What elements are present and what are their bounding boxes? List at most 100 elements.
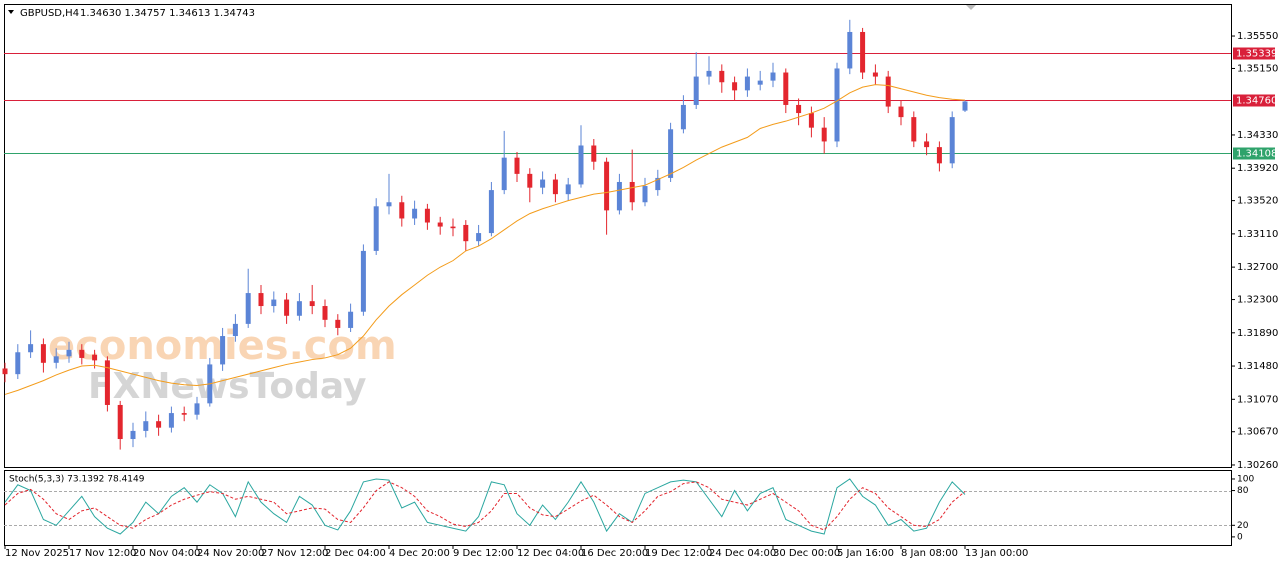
y-tick-label: 1.32300 [1237,295,1278,306]
y-tick-label: 0 [1237,532,1243,542]
candle-body [616,181,622,211]
candle-body [386,202,392,207]
candle-body [322,306,328,320]
x-tick-label: 2 Dec 04:00 [325,548,386,559]
candle-body [399,202,405,219]
candle-body [143,421,149,431]
level-label-box [1233,94,1275,107]
candle-body [565,184,571,195]
x-tick-label: 12 Nov 2025 [5,548,69,559]
stoch-line [4,478,966,535]
y-tick-label: 1.31070 [1237,394,1278,405]
candle-body [591,145,597,162]
candle-body [463,224,469,242]
candle-body [117,404,123,440]
candle-body [604,161,610,211]
candle-body [872,72,878,77]
stoch-line [4,481,966,531]
candle-body [232,323,238,337]
x-tick-label: 20 Nov 04:00 [133,548,200,559]
y-tick-label: 1.30670 [1237,427,1278,438]
candle-body [181,413,187,415]
candle-body [540,179,546,188]
stoch-panel [4,470,1232,546]
candle-body [79,349,85,358]
x-tick-label: 4 Dec 20:00 [389,548,450,559]
x-tick-label: 12 Dec 04:00 [517,548,584,559]
candle-body [412,208,418,219]
candle-body [373,206,379,251]
candle-body [450,226,456,229]
x-tick-label: 30 Dec 00:00 [773,548,840,559]
candle-body [719,70,725,83]
y-tick-label: 1.33520 [1237,196,1278,207]
candle-body [911,117,917,142]
candle-body [258,293,264,307]
candle-body [309,301,315,307]
y-tick-label: 1.34330 [1237,130,1278,141]
y-tick-label: 1.35150 [1237,63,1278,74]
candle-body [668,129,674,178]
candle-body [680,104,686,130]
candle-body [629,181,635,203]
ohlc: 1.34630 1.34757 1.34613 1.34743 [80,8,255,19]
candle-body [924,141,930,148]
candle-body [936,147,942,164]
candle-body [92,354,98,361]
watermark-sub: FXNewsToday [88,366,367,407]
x-tick-label: 16 Dec 20:00 [581,548,648,559]
y-tick-label: 1.33110 [1237,229,1278,240]
candle-body [527,173,533,188]
candle-body [476,233,482,242]
candle-body [834,68,840,142]
candle-body [655,177,661,191]
candle-body [2,368,8,375]
x-tick-label: 8 Jan 08:00 [901,548,958,559]
x-tick-label: 5 Jan 16:00 [837,548,894,559]
candle-body [885,76,891,107]
candle-body [360,250,366,312]
price-panel [4,4,1232,468]
symbol: GBPUSD,H4 [20,8,79,19]
candle-body [706,70,712,77]
candle-body [28,344,34,353]
candle-body [271,299,277,307]
candle-body [501,157,507,191]
candle-body [168,413,174,428]
candle-body [821,127,827,142]
y-tick-label: 1.35550 [1237,31,1278,42]
candle-body [437,222,443,227]
candle-body [220,336,226,365]
candle-body [949,117,955,164]
candle-body [847,31,853,69]
y-tick-label: 1.30260 [1237,460,1278,471]
candle-body [284,299,290,316]
candle-body [245,293,251,324]
menu-triangle[interactable] [8,10,14,14]
stoch-title: Stoch(5,3,3) 73.1392 78.4149 [9,475,145,485]
candle-body [796,104,802,114]
candle-body [642,186,648,203]
x-tick-label: 17 Nov 12:00 [69,548,136,559]
candle-body [296,301,302,316]
candle-body [744,76,750,91]
candle-body [488,190,494,234]
candle-body [424,208,430,223]
y-tick-label: 80 [1237,486,1249,496]
y-tick-label: 1.31890 [1237,328,1278,339]
y-tick-label: 1.31480 [1237,361,1278,372]
candle-body [693,76,699,105]
candle-body [552,179,558,195]
candle-body [860,31,866,73]
candle-body [578,145,584,185]
level-label: 1.34760 [1236,96,1277,107]
shift-marker [966,5,976,10]
candle-body [53,356,59,363]
candle-body [757,80,763,85]
level-label-box [1233,47,1275,60]
candle-body [194,403,200,415]
candle-body [808,113,814,128]
candle-body [514,157,520,174]
x-tick-label: 27 Nov 12:00 [261,548,328,559]
